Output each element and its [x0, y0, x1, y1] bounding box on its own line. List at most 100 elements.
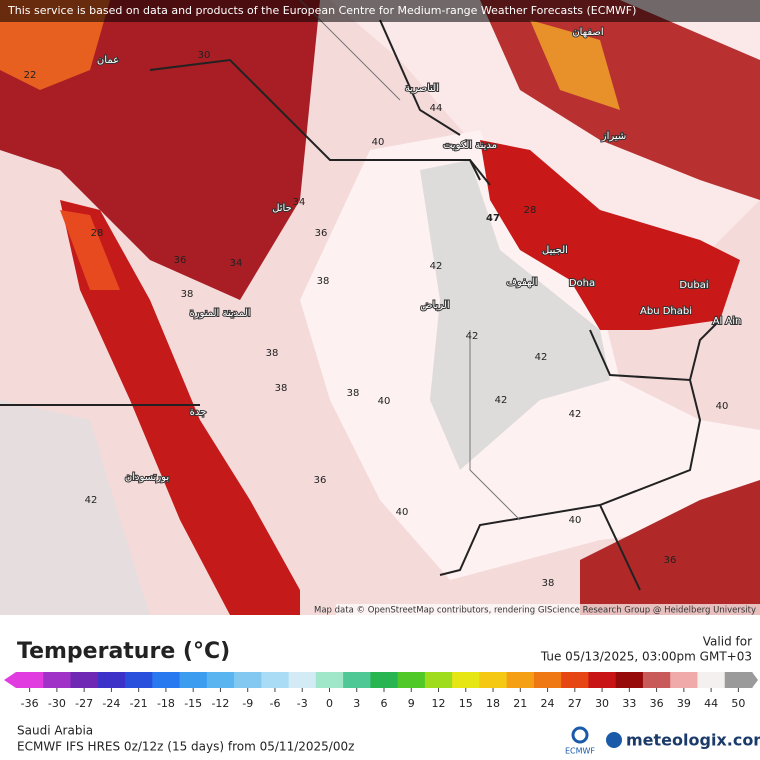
colorbar-arrow-low — [4, 672, 16, 688]
colorbar-segment — [533, 672, 562, 688]
contour-label: 34 — [293, 197, 306, 208]
city-label: Al Ain — [713, 316, 742, 327]
colorbar-tick-label: -36 — [21, 697, 39, 710]
colorbar-tick-label: -18 — [157, 697, 175, 710]
contour-label: 38 — [317, 276, 330, 287]
colorbar-tick-label: -6 — [269, 697, 280, 710]
contour-label: 44 — [430, 103, 443, 114]
colorbar-segment — [152, 672, 181, 688]
contour-label: 36 — [314, 475, 327, 486]
colorbar-tick-label: -12 — [211, 697, 229, 710]
contour-label: 38 — [266, 348, 279, 359]
colorbar-tick-label: 21 — [513, 697, 527, 710]
colorbar-tick-label: -3 — [297, 697, 308, 710]
ecmwf-text: ECMWF — [565, 747, 595, 756]
contour-label: 40 — [396, 507, 409, 518]
legend-title: Temperature (°C) — [17, 639, 230, 664]
colorbar-segment — [452, 672, 480, 688]
colorbar-tick-label: 44 — [704, 697, 718, 710]
colorbar-tick-label: -9 — [242, 697, 253, 710]
contour-label: 42 — [535, 352, 548, 363]
colorbar-tick-label: 15 — [459, 697, 473, 710]
colorbar-tick-label: 18 — [486, 697, 500, 710]
contour-label: 40 — [716, 401, 729, 412]
colorbar-tick-label: 30 — [595, 697, 609, 710]
city-label: Dubai — [679, 280, 708, 291]
contour-label: 22 — [24, 70, 37, 81]
attribution-bg — [336, 604, 760, 615]
region: Saudi Arabia — [17, 724, 93, 738]
city-label: الجبيل — [542, 245, 568, 256]
colorbar-segment — [506, 672, 535, 688]
colorbar-segment — [479, 672, 508, 688]
colorbar-segment — [424, 672, 453, 688]
colorbar-tick-label: -21 — [130, 697, 148, 710]
contour-label: 42 — [495, 395, 508, 406]
colorbar-tick-label: 9 — [408, 697, 415, 710]
city-label: عمان — [97, 55, 119, 66]
colorbar-tick-label: 0 — [326, 697, 333, 710]
contour-label: 38 — [181, 289, 194, 300]
attribution: Map data © OpenStreetMap contributors, r… — [314, 606, 756, 616]
contour-label: 42 — [466, 331, 479, 342]
contour-label: 42 — [85, 495, 98, 506]
colorbar-tick-label: 39 — [677, 697, 691, 710]
city-label: اصفهان — [572, 27, 603, 38]
contour-label: 40 — [372, 137, 385, 148]
city-label: الهفوف — [506, 277, 537, 288]
contour-label: 47 — [486, 213, 500, 224]
colorbar-tick-label: 24 — [541, 697, 555, 710]
colorbar-arrow-high — [752, 672, 758, 688]
contour-label: 40 — [378, 396, 391, 407]
ecmwf-logo — [571, 726, 589, 744]
colorbar-tick-label: -15 — [184, 697, 202, 710]
colorbar-tick-label: 33 — [622, 697, 636, 710]
contour-label: 30 — [198, 50, 211, 61]
header-notice: This service is based on data and produc… — [7, 4, 636, 17]
contour-label: 28 — [524, 205, 537, 216]
colorbar-segment — [288, 672, 317, 688]
contour-label: 42 — [430, 261, 443, 272]
valid-time: Tue 05/13/2025, 03:00pm GMT+03 — [540, 650, 752, 664]
brand-logo — [606, 732, 622, 748]
colorbar-segment — [561, 672, 589, 688]
colorbar-tick-label: -30 — [48, 697, 66, 710]
city-label: جدة — [190, 407, 207, 418]
colorbar-segment — [370, 672, 399, 688]
contour-label: 36 — [315, 228, 328, 239]
colorbar-segment — [206, 672, 235, 688]
brand[interactable]: meteologix.com — [626, 731, 760, 750]
colorbar-segment — [397, 672, 426, 688]
contour-label: 38 — [542, 578, 555, 589]
colorbar-tick-label: -27 — [75, 697, 93, 710]
colorbar-segment — [234, 672, 262, 688]
borders — [0, 19, 721, 591]
city-label: Abu Dhabi — [640, 306, 692, 317]
colorbar-segment — [670, 672, 698, 688]
contour-label: 42 — [569, 409, 582, 420]
colorbar-segment — [43, 672, 72, 688]
colorbar-tick-label: 12 — [432, 697, 446, 710]
contour-label: 28 — [91, 228, 104, 239]
colorbar-segment — [642, 672, 671, 688]
colorbar-segment — [343, 672, 371, 688]
city-label: الرياض — [420, 300, 449, 311]
colorbar-tick-label: 36 — [650, 697, 664, 710]
map — [0, 0, 760, 615]
colorbar-segment — [261, 672, 290, 688]
colorbar-tick-label: 50 — [731, 697, 745, 710]
valid-label: Valid for — [703, 635, 752, 649]
city-label: بورتسودان — [125, 472, 169, 483]
colorbar-tick-label: 27 — [568, 697, 582, 710]
city-label: الناصرية — [405, 83, 439, 94]
colorbar-tick-label: -24 — [102, 697, 120, 710]
colorbar-segment — [70, 672, 99, 688]
colorbar-segment — [97, 672, 126, 688]
colorbar-segment — [724, 672, 753, 688]
city-label: Doha — [569, 278, 595, 289]
borders-minor — [299, 0, 521, 521]
contour-label: 36 — [174, 255, 187, 266]
city-label: حائل — [272, 203, 292, 214]
colorbar-tick-label: 3 — [353, 697, 360, 710]
